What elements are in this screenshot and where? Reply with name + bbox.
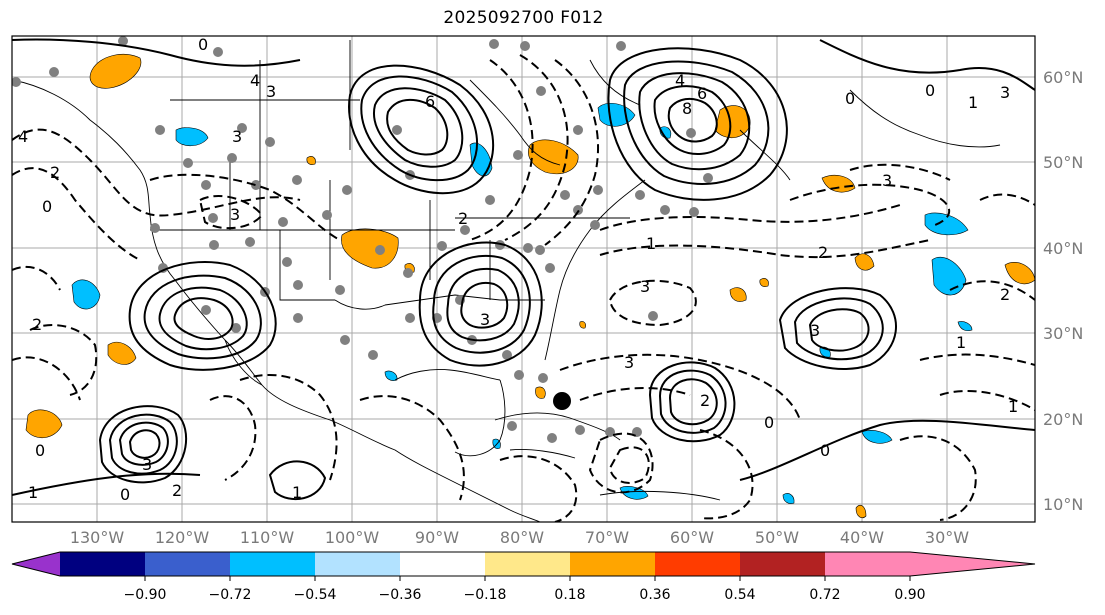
contour-label: 6 bbox=[697, 84, 707, 103]
lon-label: 40°W bbox=[840, 528, 884, 547]
contour-label: 2 bbox=[172, 481, 182, 500]
contour-label: 2 bbox=[50, 163, 60, 182]
graticule bbox=[12, 36, 1035, 522]
storm-center-marker bbox=[553, 392, 571, 410]
lon-label: 60°W bbox=[670, 528, 714, 547]
colorbar-low-extension bbox=[12, 552, 60, 576]
positive-contours bbox=[12, 38, 1035, 501]
colorbar-segment bbox=[145, 552, 230, 576]
contour-label: 6 bbox=[425, 92, 435, 111]
colorbar-segment bbox=[315, 552, 400, 576]
lon-label: 130°W bbox=[70, 528, 125, 547]
contour-label: 1 bbox=[956, 333, 966, 352]
lon-label: 90°W bbox=[415, 528, 459, 547]
contour-label: 1 bbox=[1008, 397, 1018, 416]
contour-label: 0 bbox=[925, 81, 935, 100]
lat-label: 20°N bbox=[1043, 410, 1083, 429]
contour-label: 2 bbox=[458, 209, 468, 228]
contour-label: 2 bbox=[818, 243, 828, 262]
colorbar-tick-label: −0.18 bbox=[464, 587, 507, 603]
contour-label: 3 bbox=[810, 321, 820, 340]
lon-label: 70°W bbox=[585, 528, 629, 547]
lon-label: 100°W bbox=[325, 528, 380, 547]
colorbar-segment bbox=[740, 552, 825, 576]
lon-label: 50°W bbox=[755, 528, 799, 547]
colorbar-outline bbox=[11, 551, 1036, 577]
contour-label: 1 bbox=[646, 234, 656, 253]
map-title: 2025092700 F012 bbox=[443, 8, 604, 28]
colorbar-segment bbox=[400, 552, 485, 576]
colorbar-segment bbox=[655, 552, 740, 576]
contour-label: 2 bbox=[32, 315, 42, 334]
colorbar-tick-label: 0.54 bbox=[724, 587, 755, 603]
colorbar-segment bbox=[485, 552, 570, 576]
colorbar-tick-label: 0.36 bbox=[639, 587, 670, 603]
contour-label: 3 bbox=[232, 127, 242, 146]
latitude-labels: 60°N 50°N 40°N 30°N 20°N 10°N bbox=[1043, 68, 1083, 514]
contour-label: 0 bbox=[42, 197, 52, 216]
colorbar-tick-label: −0.90 bbox=[124, 587, 167, 603]
contour-label: 1 bbox=[28, 483, 38, 502]
contour-label: 3 bbox=[1000, 83, 1010, 102]
map-frame bbox=[11, 35, 1036, 523]
colorbar: −0.90 −0.72 −0.54 −0.36 −0.18 0.18 0.36 … bbox=[11, 551, 1036, 603]
contour-label: 3 bbox=[882, 171, 892, 190]
colorbar-tick-label: 0.18 bbox=[554, 587, 585, 603]
colorbar-segment bbox=[60, 552, 145, 576]
colorbar-segment bbox=[825, 552, 910, 576]
contour-label: 4 bbox=[675, 71, 685, 90]
lat-label: 40°N bbox=[1043, 239, 1083, 258]
lon-label: 30°W bbox=[925, 528, 969, 547]
contour-label: 0 bbox=[820, 441, 830, 460]
lat-label: 10°N bbox=[1043, 495, 1083, 514]
negative-anomaly-regions bbox=[71, 102, 973, 504]
contour-labels: 0 4 3 6 4 8 6 0 0 1 3 4 3 2 0 3 2 3 1 3 … bbox=[18, 35, 1018, 504]
contour-label: 0 bbox=[35, 441, 45, 460]
contour-label: 4 bbox=[18, 127, 28, 146]
contour-label: 3 bbox=[266, 82, 276, 101]
contour-label: 2 bbox=[700, 391, 710, 410]
longitude-labels: 130°W 120°W 110°W 100°W 90°W 80°W 70°W 6… bbox=[70, 528, 969, 547]
contour-label: 1 bbox=[968, 93, 978, 112]
contour-label: 0 bbox=[845, 89, 855, 108]
lat-label: 30°N bbox=[1043, 324, 1083, 343]
contour-label: 0 bbox=[198, 35, 208, 54]
colorbar-segment bbox=[230, 552, 315, 576]
contour-label: 3 bbox=[480, 310, 490, 329]
colorbar-segment bbox=[570, 552, 655, 576]
colorbar-tick-label: −0.36 bbox=[379, 587, 422, 603]
negative-contours bbox=[12, 54, 1035, 522]
contour-label: 3 bbox=[624, 353, 634, 372]
lon-label: 110°W bbox=[240, 528, 295, 547]
colorbar-tick-label: −0.54 bbox=[294, 587, 337, 603]
contour-label: 3 bbox=[640, 277, 650, 296]
colorbar-tick-label: 0.90 bbox=[894, 587, 925, 603]
contour-label: 2 bbox=[1000, 285, 1010, 304]
contour-label: 0 bbox=[120, 485, 130, 504]
colorbar-tick-label: 0.72 bbox=[809, 587, 840, 603]
lon-label: 80°W bbox=[500, 528, 544, 547]
lon-label: 120°W bbox=[155, 528, 210, 547]
lat-label: 50°N bbox=[1043, 153, 1083, 172]
station-dots bbox=[12, 36, 713, 443]
colorbar-high-extension bbox=[910, 552, 1035, 576]
contour-label: 0 bbox=[764, 413, 774, 432]
colorbar-tick-label: −0.72 bbox=[209, 587, 252, 603]
contour-label: 4 bbox=[250, 71, 260, 90]
contour-label: 8 bbox=[682, 99, 692, 118]
contour-label: 1 bbox=[292, 483, 302, 502]
contour-label: 3 bbox=[230, 205, 240, 224]
positive-anomaly-regions bbox=[25, 54, 1035, 519]
lat-label: 60°N bbox=[1043, 68, 1083, 87]
contour-label: 3 bbox=[142, 455, 152, 474]
